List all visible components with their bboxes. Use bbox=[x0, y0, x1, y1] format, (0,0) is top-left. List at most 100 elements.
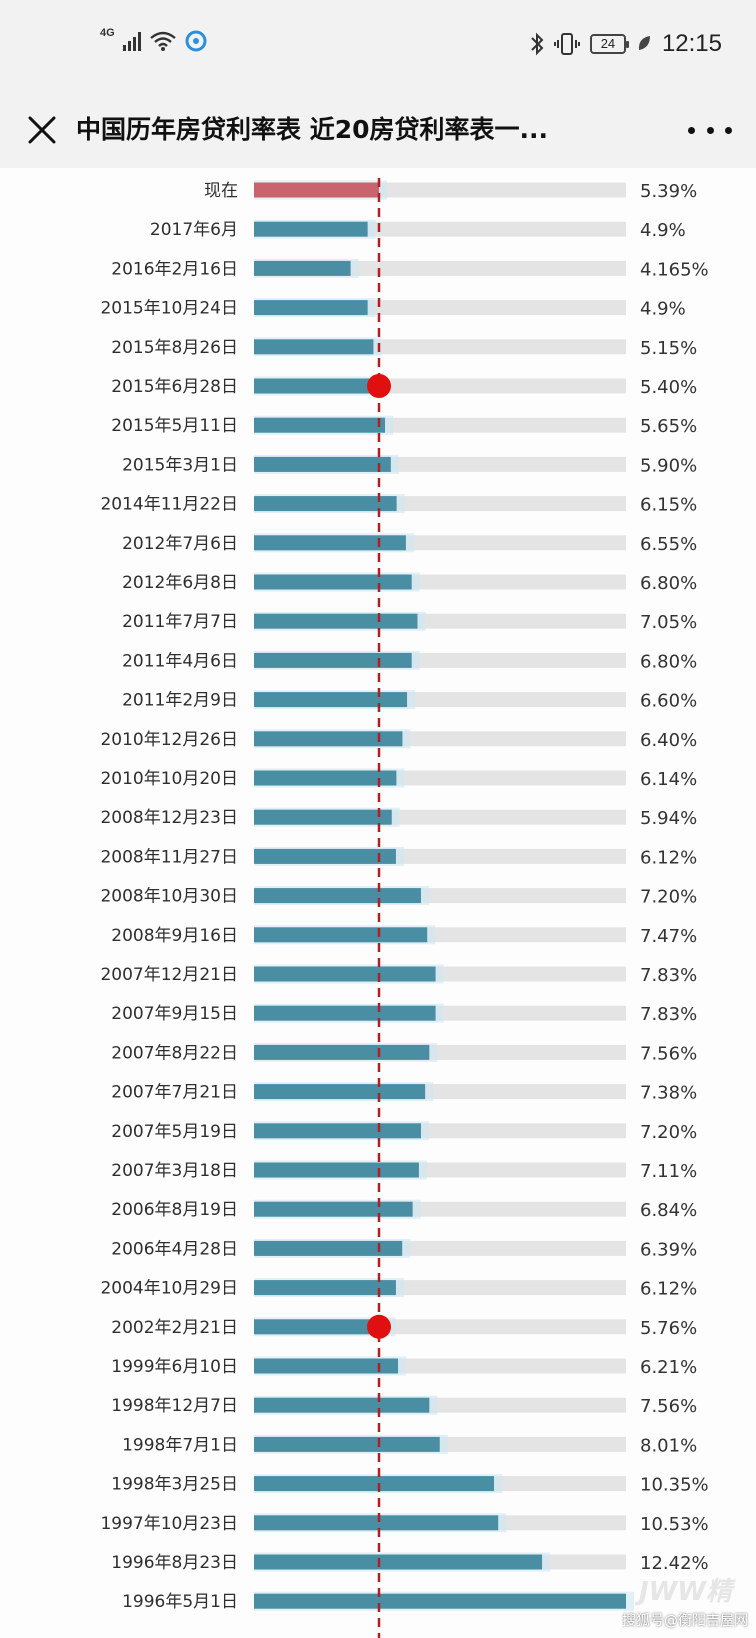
bar bbox=[254, 1397, 430, 1413]
value-label: 6.12% bbox=[640, 847, 697, 868]
value-label: 5.76% bbox=[640, 1318, 697, 1339]
category-label: 2015年5月11日 bbox=[111, 416, 238, 436]
watermark-brand: JWW精 bbox=[638, 1577, 732, 1607]
more-options-button[interactable] bbox=[688, 112, 732, 148]
bar bbox=[254, 927, 428, 943]
value-label: 6.14% bbox=[640, 769, 697, 790]
category-label: 2010年12月26日 bbox=[100, 730, 238, 750]
status-right: 24 12:15 bbox=[530, 30, 722, 58]
bluetooth-icon bbox=[531, 32, 544, 56]
bar bbox=[254, 809, 392, 825]
bar bbox=[254, 613, 418, 629]
network-type: 4G bbox=[100, 27, 115, 39]
bar bbox=[254, 535, 406, 551]
bar bbox=[254, 1280, 396, 1296]
value-label: 6.80% bbox=[640, 651, 697, 672]
highlight-marker bbox=[367, 374, 391, 398]
bar bbox=[254, 652, 412, 668]
bar bbox=[254, 260, 351, 276]
category-label: 2016年2月16日 bbox=[111, 259, 238, 279]
battery-icon: 24 bbox=[589, 34, 629, 54]
highlight-marker bbox=[367, 1314, 391, 1339]
app-notification-icon bbox=[185, 30, 207, 52]
bar bbox=[254, 496, 397, 512]
value-label: 6.21% bbox=[640, 1357, 697, 1378]
category-label: 1996年8月23日 bbox=[111, 1553, 238, 1573]
category-label: 2007年9月15日 bbox=[111, 1004, 238, 1024]
category-label: 2008年12月23日 bbox=[100, 808, 238, 828]
category-label: 2014年11月22日 bbox=[100, 495, 238, 515]
category-label: 2012年7月6日 bbox=[122, 534, 238, 554]
bar bbox=[254, 848, 396, 864]
bar bbox=[254, 221, 368, 237]
category-label: 1999年6月10日 bbox=[111, 1357, 238, 1377]
bar bbox=[254, 731, 403, 747]
leaf-icon bbox=[638, 36, 650, 50]
chart-canvas: 现在 5.39% 2017年6月 4.9% 2016年2月16日 4.165% 2015年1… bbox=[100, 178, 709, 1638]
bar bbox=[254, 1436, 440, 1452]
status-bar: 4G 24 12:15 bbox=[0, 0, 756, 92]
bar bbox=[254, 966, 436, 982]
bar bbox=[254, 1358, 399, 1374]
bar bbox=[254, 1554, 543, 1570]
bar bbox=[254, 1201, 413, 1217]
bar bbox=[254, 1123, 421, 1139]
category-label: 2008年10月30日 bbox=[100, 887, 238, 907]
value-label: 7.83% bbox=[640, 965, 697, 986]
close-button[interactable] bbox=[22, 110, 62, 150]
value-label: 6.39% bbox=[640, 1239, 697, 1260]
more-dot-icon bbox=[706, 126, 714, 134]
more-dot-icon bbox=[688, 126, 695, 134]
bar bbox=[254, 1162, 419, 1178]
category-label: 2008年11月27日 bbox=[100, 847, 238, 867]
value-label: 5.65% bbox=[640, 416, 697, 437]
category-label: 2008年9月16日 bbox=[111, 926, 238, 946]
category-label: 2011年4月6日 bbox=[122, 651, 238, 671]
bar bbox=[254, 1240, 403, 1256]
category-label: 2004年10月29日 bbox=[100, 1279, 238, 1299]
category-label: 2011年7月7日 bbox=[122, 612, 238, 632]
value-label: 4.165% bbox=[640, 259, 709, 280]
value-label: 5.94% bbox=[640, 808, 697, 829]
value-label: 8.01% bbox=[640, 1435, 697, 1456]
vibrate-icon bbox=[553, 33, 580, 55]
bar bbox=[254, 339, 374, 355]
bar bbox=[254, 1044, 430, 1060]
more-dot-icon bbox=[725, 126, 732, 134]
category-label: 1998年12月7日 bbox=[111, 1396, 238, 1416]
value-label: 6.60% bbox=[640, 691, 697, 712]
value-label: 7.83% bbox=[640, 1004, 697, 1025]
nav-bar: 中国历年房贷利率表 近20房贷利率表一... bbox=[0, 92, 756, 168]
value-label: 4.9% bbox=[640, 220, 686, 241]
category-label: 2007年7月21日 bbox=[111, 1083, 238, 1103]
category-label: 1996年5月1日 bbox=[122, 1592, 238, 1612]
bar bbox=[254, 1476, 495, 1492]
page-title: 中国历年房贷利率表 近20房贷利率表一... bbox=[76, 115, 548, 144]
value-label: 7.05% bbox=[640, 612, 697, 633]
category-label: 2015年6月28日 bbox=[111, 377, 238, 397]
value-label: 10.35% bbox=[640, 1475, 709, 1496]
category-label: 现在 bbox=[204, 181, 238, 201]
bar bbox=[254, 692, 408, 708]
value-label: 7.38% bbox=[640, 1083, 697, 1104]
watermark-source: 搜狐号@衡阳吉屋网 bbox=[622, 1613, 748, 1629]
interest-rate-chart: 现在 5.39% 2017年6月 4.9% 2016年2月16日 4.165% 2015年1… bbox=[0, 168, 756, 1638]
value-label: 7.56% bbox=[640, 1396, 697, 1417]
value-label: 4.9% bbox=[640, 299, 686, 320]
value-label: 7.20% bbox=[640, 1122, 697, 1143]
value-label: 7.56% bbox=[640, 1043, 697, 1064]
value-label: 6.12% bbox=[640, 1279, 697, 1300]
bar bbox=[254, 1319, 388, 1335]
category-label: 2012年6月8日 bbox=[122, 573, 238, 593]
value-label: 5.40% bbox=[640, 377, 697, 398]
category-label: 2017年6月 bbox=[150, 220, 238, 240]
category-label: 1997年10月23日 bbox=[100, 1514, 238, 1534]
bar bbox=[254, 1084, 426, 1100]
value-label: 6.80% bbox=[640, 573, 697, 594]
status-left: 4G bbox=[100, 27, 207, 52]
bar bbox=[254, 182, 379, 198]
wifi-icon bbox=[149, 31, 176, 51]
bar bbox=[254, 1593, 626, 1609]
value-label: 5.15% bbox=[640, 338, 697, 359]
value-label: 5.39% bbox=[640, 181, 697, 202]
